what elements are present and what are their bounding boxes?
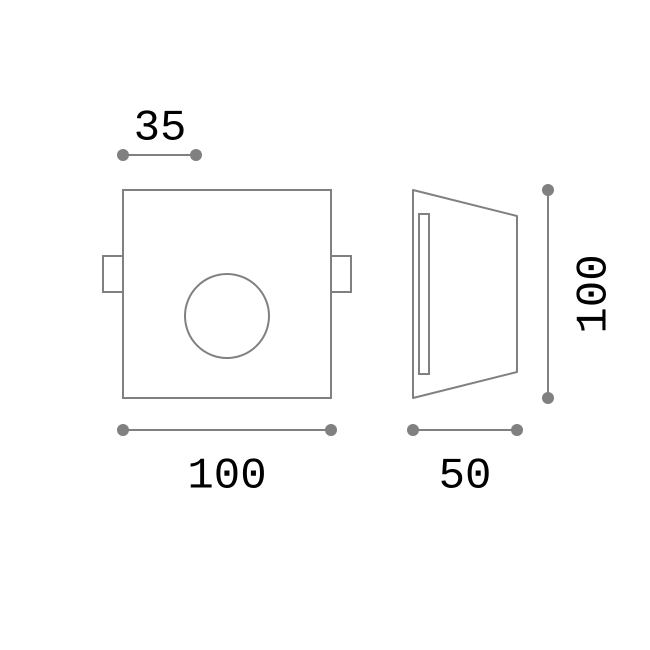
dim-right_100-endpoint-bottom	[542, 392, 554, 404]
dim-right_100-endpoint-top	[542, 184, 554, 196]
dim-top_35-endpoint-left	[117, 149, 129, 161]
dim-bottom_50-endpoint-left	[407, 424, 419, 436]
front-view-tab-0	[103, 256, 123, 292]
dim-bottom_100-label: 100	[187, 452, 266, 502]
front-view-outer-rect	[123, 190, 331, 398]
front-view-tab-1	[331, 256, 351, 292]
dim-right_100-label: 100	[570, 254, 620, 333]
dim-top_35-label: 35	[134, 104, 187, 154]
dim-bottom_100-endpoint-right	[325, 424, 337, 436]
dim-top_35-endpoint-right	[190, 149, 202, 161]
dim-bottom_50-endpoint-right	[511, 424, 523, 436]
dim-bottom_100-endpoint-left	[117, 424, 129, 436]
dim-bottom_50-label: 50	[439, 452, 492, 502]
